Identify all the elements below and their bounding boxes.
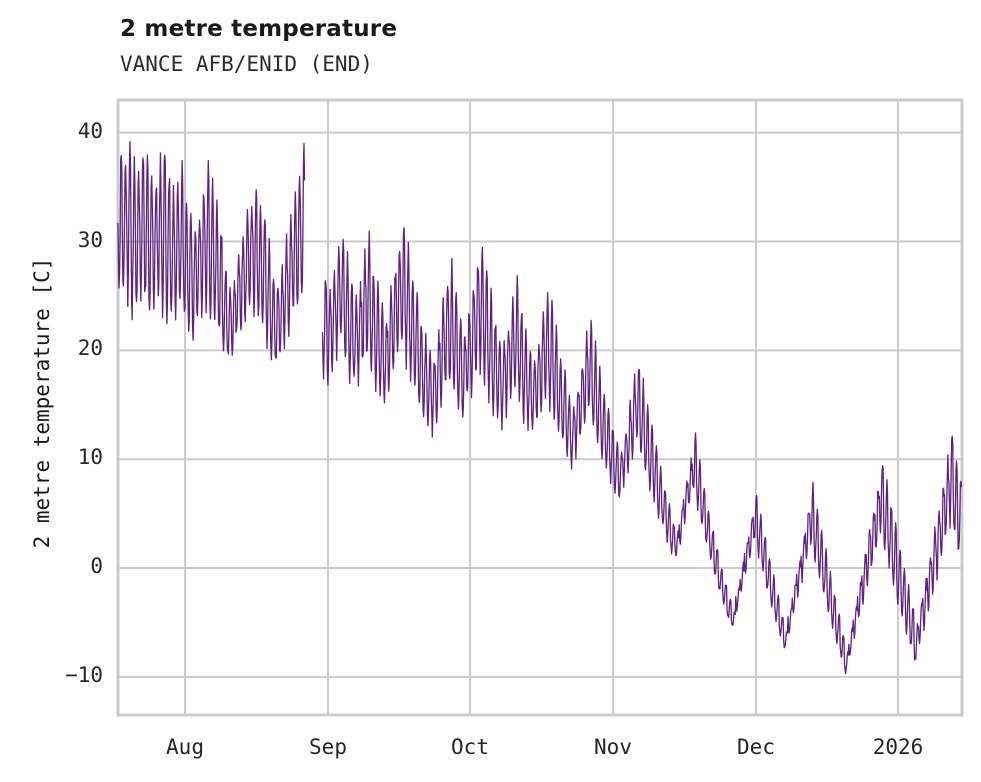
chart-title: 2 metre temperature [120, 16, 398, 42]
temperature-series [117, 141, 963, 675]
grid-lines [118, 100, 962, 715]
y-tick-label: −10 [65, 662, 103, 687]
x-tick-label: 2026 [872, 735, 924, 759]
x-tick-label: Nov [594, 735, 632, 759]
x-tick-label: Dec [737, 735, 775, 759]
y-axis-label: 2 metre temperature [C] [30, 257, 54, 549]
x-tick-label: Aug [166, 735, 204, 759]
y-tick-label: 40 [77, 118, 103, 143]
y-tick-label: 10 [77, 445, 103, 470]
chart-subtitle: VANCE AFB/ENID (END) [120, 52, 373, 76]
x-tick-label: Oct [451, 735, 489, 759]
series-path [117, 141, 306, 361]
y-tick-label: 0 [90, 554, 103, 579]
series-path [321, 226, 963, 675]
y-tick-label: 30 [77, 227, 103, 252]
plot-frame [116, 98, 964, 717]
x-tick-label: Sep [309, 735, 347, 759]
y-tick-label: 20 [77, 336, 103, 361]
